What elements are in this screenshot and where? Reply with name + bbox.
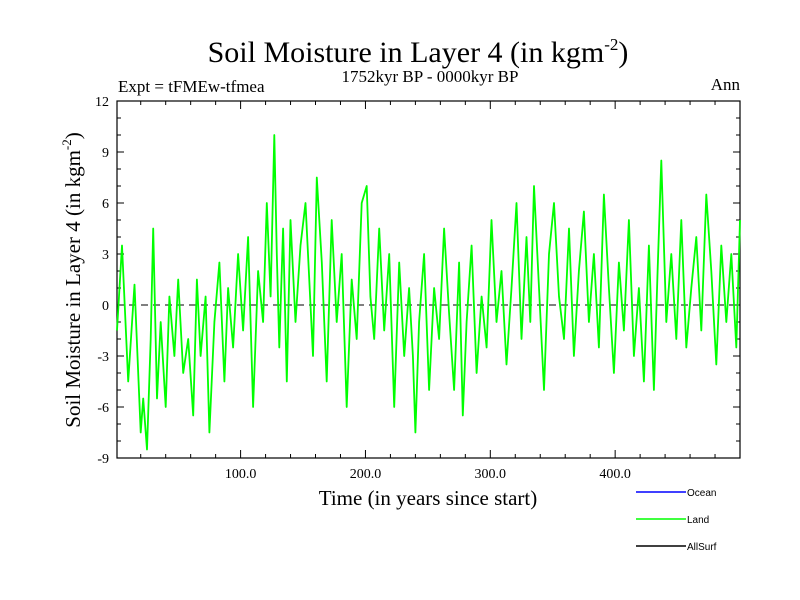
x-axis-label: Time (in years since start) bbox=[319, 486, 538, 510]
y-axis-label: Soil Moisture in Layer 4 (in kgm-2) bbox=[59, 132, 85, 427]
plot-frame bbox=[116, 100, 741, 459]
chart-title-close: ) bbox=[618, 36, 628, 69]
y-axis-label-sup: -2 bbox=[59, 139, 74, 150]
chart-title: Soil Moisture in Layer 4 (in kgm-2) bbox=[208, 35, 629, 69]
x-tick-label: 300.0 bbox=[475, 467, 507, 482]
legend-label-ocean: Ocean bbox=[687, 488, 716, 499]
series-line-land bbox=[116, 134, 741, 451]
axis-ticks: -9 -6 -3 0 3 6 9 12 100.0 200.0 300.0 400.0 bbox=[95, 95, 740, 482]
y-tick-label: 12 bbox=[95, 95, 109, 110]
x-tick-label: 400.0 bbox=[599, 467, 631, 482]
subtitle-season: Ann bbox=[711, 75, 741, 94]
chart-title-sup: -2 bbox=[604, 35, 618, 54]
y-tick-label: -9 bbox=[97, 452, 109, 467]
x-tick-label: 100.0 bbox=[225, 467, 257, 482]
subtitle-experiment: Expt = tFMEw-tfmea bbox=[118, 77, 265, 96]
y-tick-label: 3 bbox=[102, 248, 109, 263]
y-tick-label: -6 bbox=[97, 401, 109, 416]
y-tick-label: -3 bbox=[97, 350, 109, 365]
legend-label-allsurf: AllSurf bbox=[687, 542, 717, 553]
series-group bbox=[116, 134, 741, 451]
x-tick-label: 200.0 bbox=[350, 467, 382, 482]
y-axis-label-close: ) bbox=[61, 132, 85, 139]
legend: Ocean Land AllSurf bbox=[636, 488, 717, 553]
subtitle-period: 1752kyr BP - 0000kyr BP bbox=[342, 67, 519, 86]
y-tick-label: 0 bbox=[102, 299, 109, 314]
y-tick-label: 9 bbox=[102, 146, 109, 161]
legend-label-land: Land bbox=[687, 515, 709, 526]
y-tick-label: 6 bbox=[102, 197, 109, 212]
